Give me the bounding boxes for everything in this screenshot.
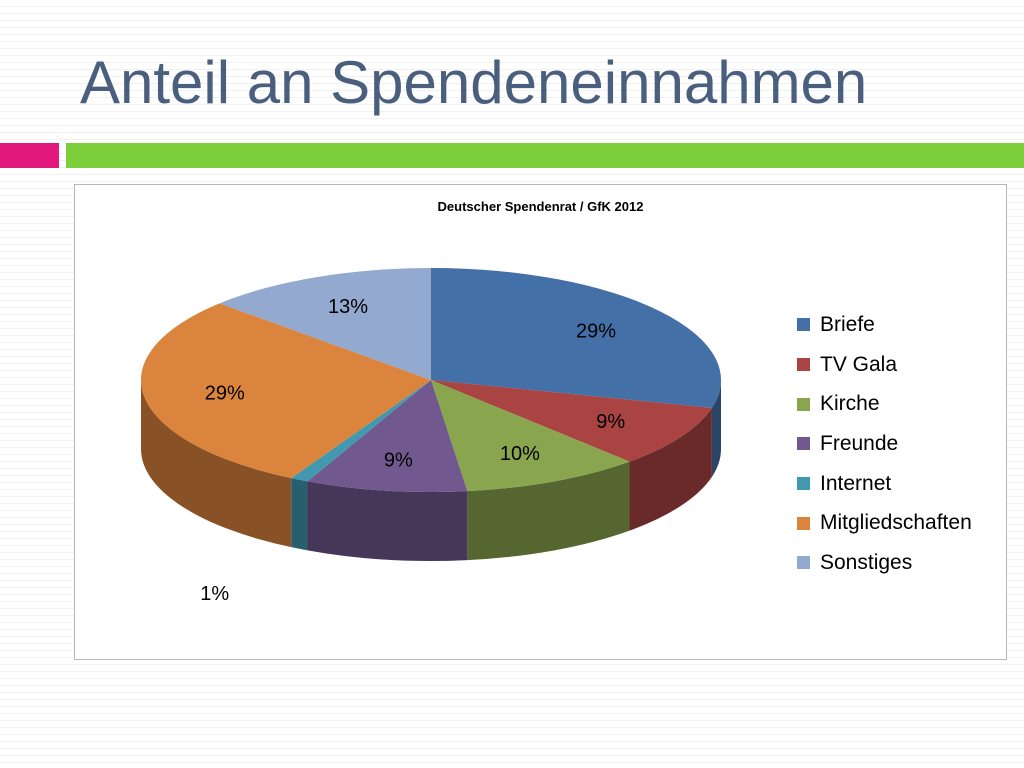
- legend-label: Sonstiges: [820, 550, 913, 574]
- slide-title: Anteil an Spendeneinnahmen: [80, 49, 868, 116]
- accent-bar-green: [66, 143, 1024, 168]
- legend-swatch: [797, 358, 810, 372]
- legend-label: Mitgliedschaften: [820, 511, 972, 535]
- data-label-freunde: 9%: [384, 450, 413, 472]
- pie-chart: 29% 9% 10% 9% 1% 29% 13%: [140, 268, 721, 605]
- legend-item-sonstiges: Sonstiges: [797, 543, 972, 583]
- data-label-kirche: 10%: [500, 443, 540, 465]
- legend-label: Internet: [820, 471, 892, 495]
- pie-slice-briefe: [431, 268, 721, 408]
- pie-side-mitgliedschaften: [141, 380, 292, 548]
- legend-item-kirche: Kirche: [797, 384, 972, 424]
- pie-slice-mitgliedschaften: [140, 303, 431, 479]
- legend-label: Freunde: [820, 431, 899, 455]
- legend-label: Kirche: [820, 392, 880, 416]
- chart-legend: Briefe TV Gala Kirche Freunde Internet Mitgli…: [797, 305, 972, 583]
- data-label-sonstiges: 13%: [328, 296, 368, 318]
- data-label-tv-gala: 9%: [596, 411, 625, 433]
- pie-slice-freunde: [307, 380, 468, 492]
- legend-item-mitgliedschaften: Mitgliedschaften: [797, 503, 972, 543]
- pie-side-internet: [291, 478, 308, 551]
- legend-swatch: [797, 318, 810, 332]
- pie-slice-internet: [291, 380, 431, 482]
- chart-frame: 29% 9% 10% 9% 1% 29% 13% Deutscher Spendenrat …: [74, 184, 1007, 660]
- pie-slice-kirche: [431, 380, 630, 492]
- legend-swatch: [797, 437, 810, 451]
- pie-side-kirche: [467, 461, 630, 561]
- pie-side-freunde: [307, 481, 468, 561]
- pie-side-tv-gala: [629, 407, 712, 531]
- chart-title: Deutscher Spendenrat / GfK 2012: [437, 199, 644, 214]
- legend-item-briefe: Briefe: [797, 305, 972, 345]
- pie-slice-tv-gala: [431, 380, 712, 462]
- data-label-internet: 1%: [200, 583, 229, 605]
- data-label-briefe: 29%: [576, 321, 616, 343]
- accent-bar-pink: [0, 143, 59, 168]
- legend-label: TV Gala: [820, 352, 898, 376]
- legend-item-tv-gala: TV Gala: [797, 345, 972, 385]
- legend-swatch: [797, 516, 810, 530]
- legend-item-internet: Internet: [797, 464, 972, 504]
- data-label-mitgliedschaften: 29%: [205, 383, 245, 405]
- legend-label: Briefe: [820, 312, 875, 336]
- pie-side-briefe: [711, 380, 721, 477]
- legend-swatch: [797, 556, 810, 570]
- pie-slice-sonstiges: [219, 268, 431, 380]
- legend-swatch: [797, 397, 810, 411]
- legend-item-freunde: Freunde: [797, 424, 972, 464]
- legend-swatch: [797, 477, 810, 491]
